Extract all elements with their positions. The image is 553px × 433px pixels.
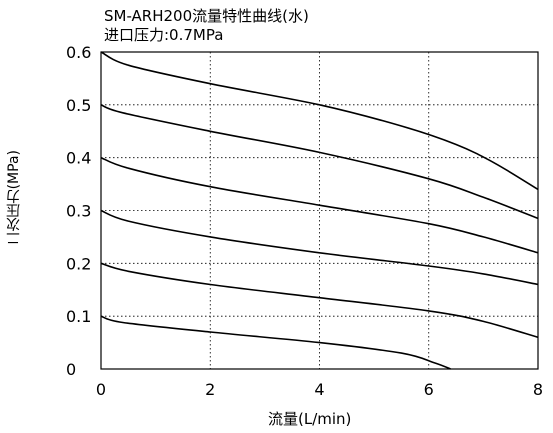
series-line-5 bbox=[100, 315, 451, 370]
series-lines bbox=[100, 51, 539, 370]
x-tick-label-2: 4 bbox=[314, 380, 324, 399]
chart-subtitle: 进口压力:0.7MPa bbox=[104, 26, 224, 44]
series-line-3 bbox=[100, 209, 539, 286]
y-tick-label-2: 0.2 bbox=[66, 254, 91, 273]
y-axis-label-wrap: 二次压力(MPa) bbox=[4, 150, 24, 280]
x-axis-label: 流量(L/min) bbox=[268, 410, 352, 428]
series-line-4 bbox=[100, 262, 539, 339]
y-tick-label-6: 0.6 bbox=[66, 43, 91, 62]
chart-title: SM-ARH200流量特性曲线(水) bbox=[104, 7, 309, 25]
y-tick-labels: 0 0.1 0.2 0.3 0.4 0.5 0.6 bbox=[66, 43, 91, 379]
x-tick-label-4: 8 bbox=[533, 380, 543, 399]
series-line-1 bbox=[100, 104, 539, 220]
y-axis-label: 二次压力(MPa) bbox=[6, 150, 22, 246]
series-line-0 bbox=[100, 51, 539, 191]
grid bbox=[101, 52, 538, 369]
x-tick-labels: 0 2 4 6 8 bbox=[96, 380, 543, 399]
x-tick-label-0: 0 bbox=[96, 380, 106, 399]
y-tick-label-0: 0 bbox=[66, 360, 76, 379]
y-tick-label-4: 0.4 bbox=[66, 149, 91, 168]
y-tick-label-1: 0.1 bbox=[66, 307, 91, 326]
x-tick-label-3: 6 bbox=[424, 380, 434, 399]
series-line-2 bbox=[100, 156, 539, 254]
x-tick-label-1: 2 bbox=[205, 380, 215, 399]
y-tick-label-5: 0.5 bbox=[66, 96, 91, 115]
y-tick-label-3: 0.3 bbox=[66, 202, 91, 221]
